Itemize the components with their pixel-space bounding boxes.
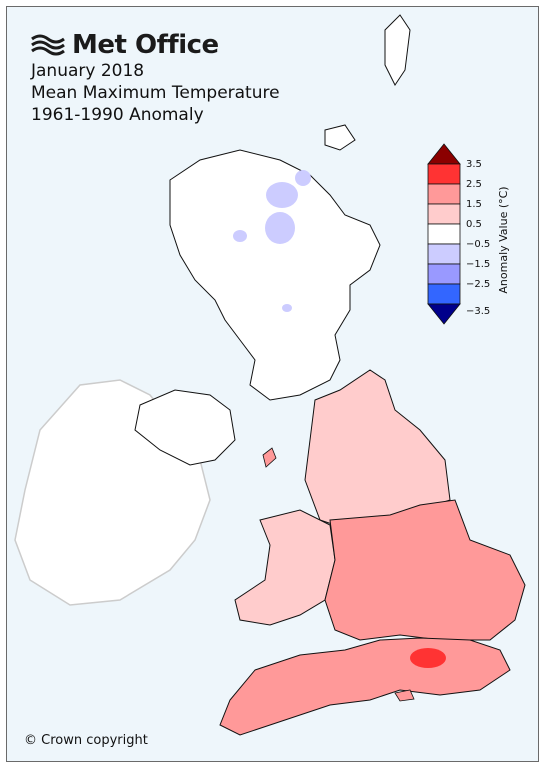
north-england xyxy=(304,369,451,531)
orkney-islands xyxy=(324,124,356,151)
title-baseline: 1961-1990 Anomaly xyxy=(31,105,204,125)
wales xyxy=(234,509,336,626)
legend-tick-3: 1.5 xyxy=(466,199,482,210)
met-office-logo: Met Office xyxy=(30,30,219,60)
legend-extend-bottom xyxy=(427,303,461,325)
met-office-wave-icon xyxy=(31,34,65,56)
legend-extend-top xyxy=(427,143,461,165)
legend-band-7 xyxy=(427,283,461,305)
anomaly-patch-highlands-2 xyxy=(265,212,295,244)
shetland-islands xyxy=(384,14,411,86)
northern-ireland xyxy=(134,389,236,466)
anomaly-patch-highlands-5 xyxy=(282,304,292,312)
legend-tick-2: 2.5 xyxy=(466,179,482,190)
scotland xyxy=(169,149,381,401)
legend-band-4 xyxy=(427,223,461,245)
anomaly-patch-highlands-4 xyxy=(233,230,247,242)
legend-tick-1: 3.5 xyxy=(466,159,482,170)
copyright-notice: © Crown copyright xyxy=(24,733,148,748)
map-title: January 2018 Mean Maximum Temperature 19… xyxy=(31,60,280,126)
legend-tick-8: −3.5 xyxy=(466,306,490,317)
legend-band-5 xyxy=(427,243,461,265)
anomaly-patch-highlands-3 xyxy=(295,170,311,186)
legend-band-6 xyxy=(427,263,461,285)
legend-title: Anomaly Value (°C) xyxy=(497,186,510,293)
midlands-east xyxy=(324,499,526,641)
legend-band-2 xyxy=(427,183,461,205)
title-month: January 2018 xyxy=(31,61,145,81)
isle-of-man xyxy=(262,447,277,468)
legend-tick-6: −1.5 xyxy=(466,259,490,270)
logo-text: Met Office xyxy=(72,30,219,60)
legend-tick-7: −2.5 xyxy=(466,279,490,290)
legend-band-1 xyxy=(427,163,461,185)
legend-tick-4: 0.5 xyxy=(466,219,482,230)
legend-tick-5: −0.5 xyxy=(466,239,490,250)
isle-of-wight xyxy=(394,689,415,702)
anomaly-patch-south-red xyxy=(410,648,446,668)
anomaly-patch-highlands-1 xyxy=(266,182,298,208)
legend-band-3 xyxy=(427,203,461,225)
title-variable: Mean Maximum Temperature xyxy=(31,83,280,103)
